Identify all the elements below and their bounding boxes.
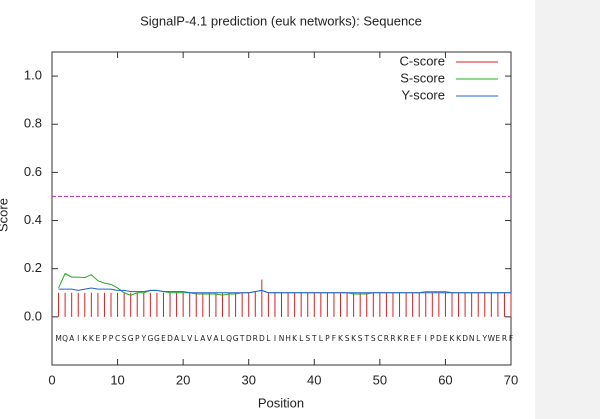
y-tick-label: 0.2 <box>24 260 42 275</box>
sequence-letter: Q <box>226 334 232 343</box>
sequence-letter: R <box>403 334 408 343</box>
y-tick-label: 0.6 <box>24 164 42 179</box>
sequence-letter: V <box>207 334 213 343</box>
sequence-letter: P <box>430 334 435 343</box>
sequence-letter: I <box>77 334 79 343</box>
sequence-letter: D <box>462 334 468 343</box>
x-tick-label: 30 <box>241 372 255 387</box>
sequence-letter: E <box>496 334 501 343</box>
sequence-letter: I <box>274 334 276 343</box>
y-tick-label: 0.4 <box>24 212 42 227</box>
score-line <box>58 287 511 294</box>
sequence-letter: A <box>174 334 180 343</box>
sequence-letter: R <box>253 334 258 343</box>
sequence-letter: E <box>96 334 101 343</box>
legend-label: S-score <box>400 70 445 85</box>
sequence-letter: P <box>325 334 330 343</box>
sequence-letter: S <box>358 334 363 343</box>
sequence-letter: E <box>410 334 415 343</box>
sequence-letter: G <box>233 334 239 343</box>
sequence-letter: Y <box>141 334 147 343</box>
sequence-letter: K <box>338 334 344 343</box>
sequence-letter: G <box>154 334 160 343</box>
sequence-letter: N <box>469 334 475 343</box>
x-tick-label: 50 <box>373 372 387 387</box>
x-tick-label: 70 <box>504 372 518 387</box>
legend-label: C-score <box>399 53 445 68</box>
sequence-letter: T <box>239 334 245 343</box>
sequence-letter: D <box>436 334 442 343</box>
sequence-letter: R <box>502 334 507 343</box>
sequence-letter: E <box>161 334 166 343</box>
sequence-letter: V <box>187 334 193 343</box>
sequence-letter: K <box>456 334 462 343</box>
sequence-letter: K <box>82 334 88 343</box>
sequence-letter: E <box>443 334 448 343</box>
sequence-letter: H <box>285 334 291 343</box>
sequence-letter: P <box>135 334 140 343</box>
x-tick-label: 20 <box>176 372 190 387</box>
sequence-letter: L <box>299 334 304 343</box>
sequence-letter: D <box>246 334 252 343</box>
sequence-letter: S <box>371 334 376 343</box>
y-tick-label: 0.8 <box>24 116 42 131</box>
chart-title: SignalP-4.1 prediction (euk networks): S… <box>140 13 422 28</box>
legend-label: Y-score <box>401 87 445 102</box>
sequence-letter: C <box>377 334 382 343</box>
sequence-letter: L <box>266 334 271 343</box>
sequence-letter: L <box>319 334 324 343</box>
sequence-letter: G <box>147 334 153 343</box>
sequence-letter: D <box>259 334 265 343</box>
sequence-letter: K <box>351 334 357 343</box>
x-tick-label: 10 <box>110 372 124 387</box>
sequence-letter: K <box>450 334 456 343</box>
sequence-letter: S <box>122 334 127 343</box>
sequence-letter: A <box>200 334 206 343</box>
sequence-letter: P <box>109 334 114 343</box>
sequence-letter: W <box>488 334 496 343</box>
sequence-letter: L <box>220 334 225 343</box>
sequence-letter: R <box>390 334 395 343</box>
sequence-letter: S <box>345 334 350 343</box>
sequence-letter: K <box>292 334 298 343</box>
y-tick-label: 1.0 <box>24 68 42 83</box>
sequence-letter: C <box>115 334 120 343</box>
sequence-letter: L <box>194 334 199 343</box>
sequence-letter: R <box>384 334 389 343</box>
sequence-letter: L <box>476 334 481 343</box>
side-panel <box>535 0 600 419</box>
score-line <box>58 272 511 296</box>
sequence-letter: G <box>128 334 134 343</box>
sequence-letter: A <box>213 334 219 343</box>
sequence-letter: S <box>305 334 310 343</box>
sequence-letter: T <box>311 334 317 343</box>
x-axis-label: Position <box>258 395 304 410</box>
y-axis-label: Score <box>0 198 10 232</box>
plot-frame <box>51 51 512 366</box>
sequence-letter: F <box>509 334 513 343</box>
sequence-letter: D <box>167 334 173 343</box>
sequence-letter: Y <box>481 334 487 343</box>
sequence-letter: A <box>69 334 75 343</box>
sequence-letter: Q <box>62 334 68 343</box>
x-tick-label: 0 <box>48 372 55 387</box>
y-tick-label: 0.0 <box>24 308 42 323</box>
x-tick-label: 60 <box>438 372 452 387</box>
sequence-letter: M <box>55 334 61 343</box>
x-tick-label: 40 <box>307 372 321 387</box>
sequence-letter: L <box>181 334 186 343</box>
sequence-letter: K <box>397 334 403 343</box>
sequence-letter: P <box>102 334 107 343</box>
sequence-letter: F <box>332 334 336 343</box>
sequence-letter: I <box>425 334 427 343</box>
sequence-letter: F <box>417 334 421 343</box>
sequence-letter: T <box>363 334 369 343</box>
sequence-letter: N <box>279 334 285 343</box>
sequence-letter: K <box>89 334 95 343</box>
